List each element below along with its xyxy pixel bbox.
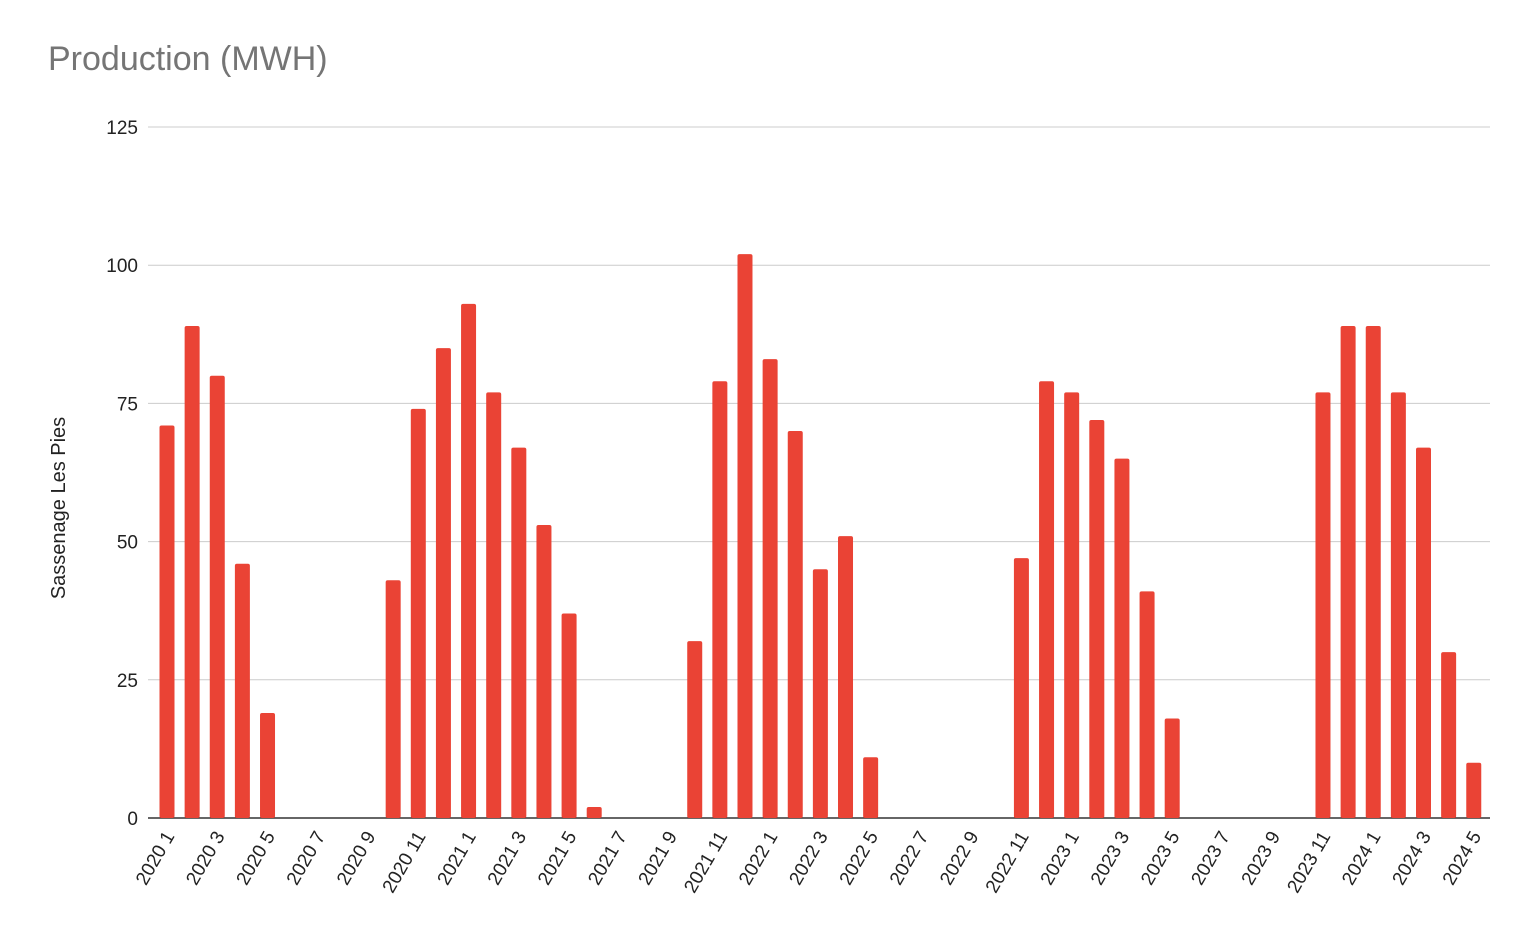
bar-2020-10	[385, 580, 401, 818]
bar-2020-11	[410, 408, 426, 818]
bar-2021-5	[561, 613, 577, 818]
y-tick-label: 50	[117, 533, 138, 554]
x-tick-label: 2021 1	[434, 828, 481, 889]
bar-2022-3	[812, 569, 828, 818]
bar-2023-2	[1089, 419, 1105, 818]
x-tick-label: 2023 7	[1188, 828, 1235, 889]
x-tick-label: 2020 9	[333, 828, 380, 889]
y-tick-label: 25	[117, 671, 138, 692]
x-tick-label: 2020 3	[182, 828, 229, 889]
bar-2024-1	[1365, 326, 1381, 818]
bar-2020-2	[184, 326, 200, 818]
x-tick-label: 2021 7	[584, 828, 631, 889]
bar-2021-4	[536, 525, 552, 818]
x-tick-label: 2024 1	[1338, 828, 1385, 889]
bar-2020-4	[234, 563, 250, 818]
bar-2023-12	[1340, 326, 1356, 818]
bar-2023-11	[1315, 392, 1331, 818]
x-tick-label: 2024 3	[1389, 828, 1436, 889]
x-tick-label: 2022 11	[982, 828, 1034, 897]
x-tick-label: 2020 7	[283, 828, 330, 889]
x-tick-label: 2021 11	[680, 828, 732, 897]
bar-2022-5	[863, 757, 879, 818]
bar-2023-5	[1164, 718, 1180, 818]
x-tick-label: 2023 1	[1037, 828, 1084, 889]
bar-2021-1	[461, 303, 477, 818]
x-tick-label: 2022 1	[735, 828, 782, 889]
bar-2024-2	[1390, 392, 1406, 818]
y-axis-label: Sassenage Les Pies	[48, 417, 70, 599]
x-tick-label: 2023 11	[1283, 828, 1335, 897]
bar-2024-4	[1441, 652, 1457, 818]
bar-2020-12	[435, 348, 451, 818]
y-tick-label: 100	[106, 256, 138, 277]
x-tick-label: 2020 5	[233, 828, 280, 889]
x-tick-label: 2024 5	[1439, 828, 1486, 889]
x-tick-label: 2021 3	[484, 828, 531, 889]
x-tick-label: 2023 9	[1238, 828, 1285, 889]
bar-2022-11	[1013, 558, 1029, 818]
bar-2022-2	[787, 431, 803, 818]
bar-2021-6	[586, 806, 602, 818]
x-tick-label: 2022 5	[836, 828, 883, 889]
bar-2023-3	[1114, 458, 1130, 818]
y-axis-ticks: 0 25 50 75 100 125	[106, 118, 138, 830]
x-tick-label: 2023 5	[1137, 828, 1184, 889]
bar-2020-1	[159, 425, 175, 818]
bar-2021-11	[712, 381, 728, 818]
bar-2021-3	[511, 447, 527, 818]
bar-2021-10	[687, 641, 703, 818]
bar-2022-12	[1039, 381, 1055, 818]
bar-2022-1	[762, 359, 778, 818]
x-tick-label: 2020 11	[379, 828, 431, 897]
x-tick-label: 2022 9	[936, 828, 983, 889]
x-tick-label: 2022 7	[886, 828, 933, 889]
x-tick-label: 2022 3	[785, 828, 832, 889]
bar-2022-4	[838, 536, 854, 818]
bar-2024-3	[1416, 447, 1431, 818]
y-tick-label: 0	[127, 809, 138, 830]
x-tick-label: 2021 9	[635, 828, 682, 889]
y-tick-label: 75	[117, 394, 138, 415]
bar-2024-5	[1466, 762, 1482, 818]
bar-2020-3	[209, 375, 225, 818]
bar-2021-2	[486, 392, 502, 818]
bar-2023-1	[1064, 392, 1080, 818]
x-tick-label: 2023 3	[1087, 828, 1134, 889]
bar-2021-12	[737, 254, 753, 819]
y-tick-label: 125	[106, 118, 138, 139]
bars	[159, 254, 1482, 819]
x-tick-label: 2021 5	[534, 828, 581, 889]
chart-title: Production (MWH)	[48, 40, 328, 78]
bar-2023-4	[1139, 591, 1155, 818]
bar-2020-5	[260, 712, 276, 818]
x-tick-label: 2020 1	[132, 828, 179, 889]
